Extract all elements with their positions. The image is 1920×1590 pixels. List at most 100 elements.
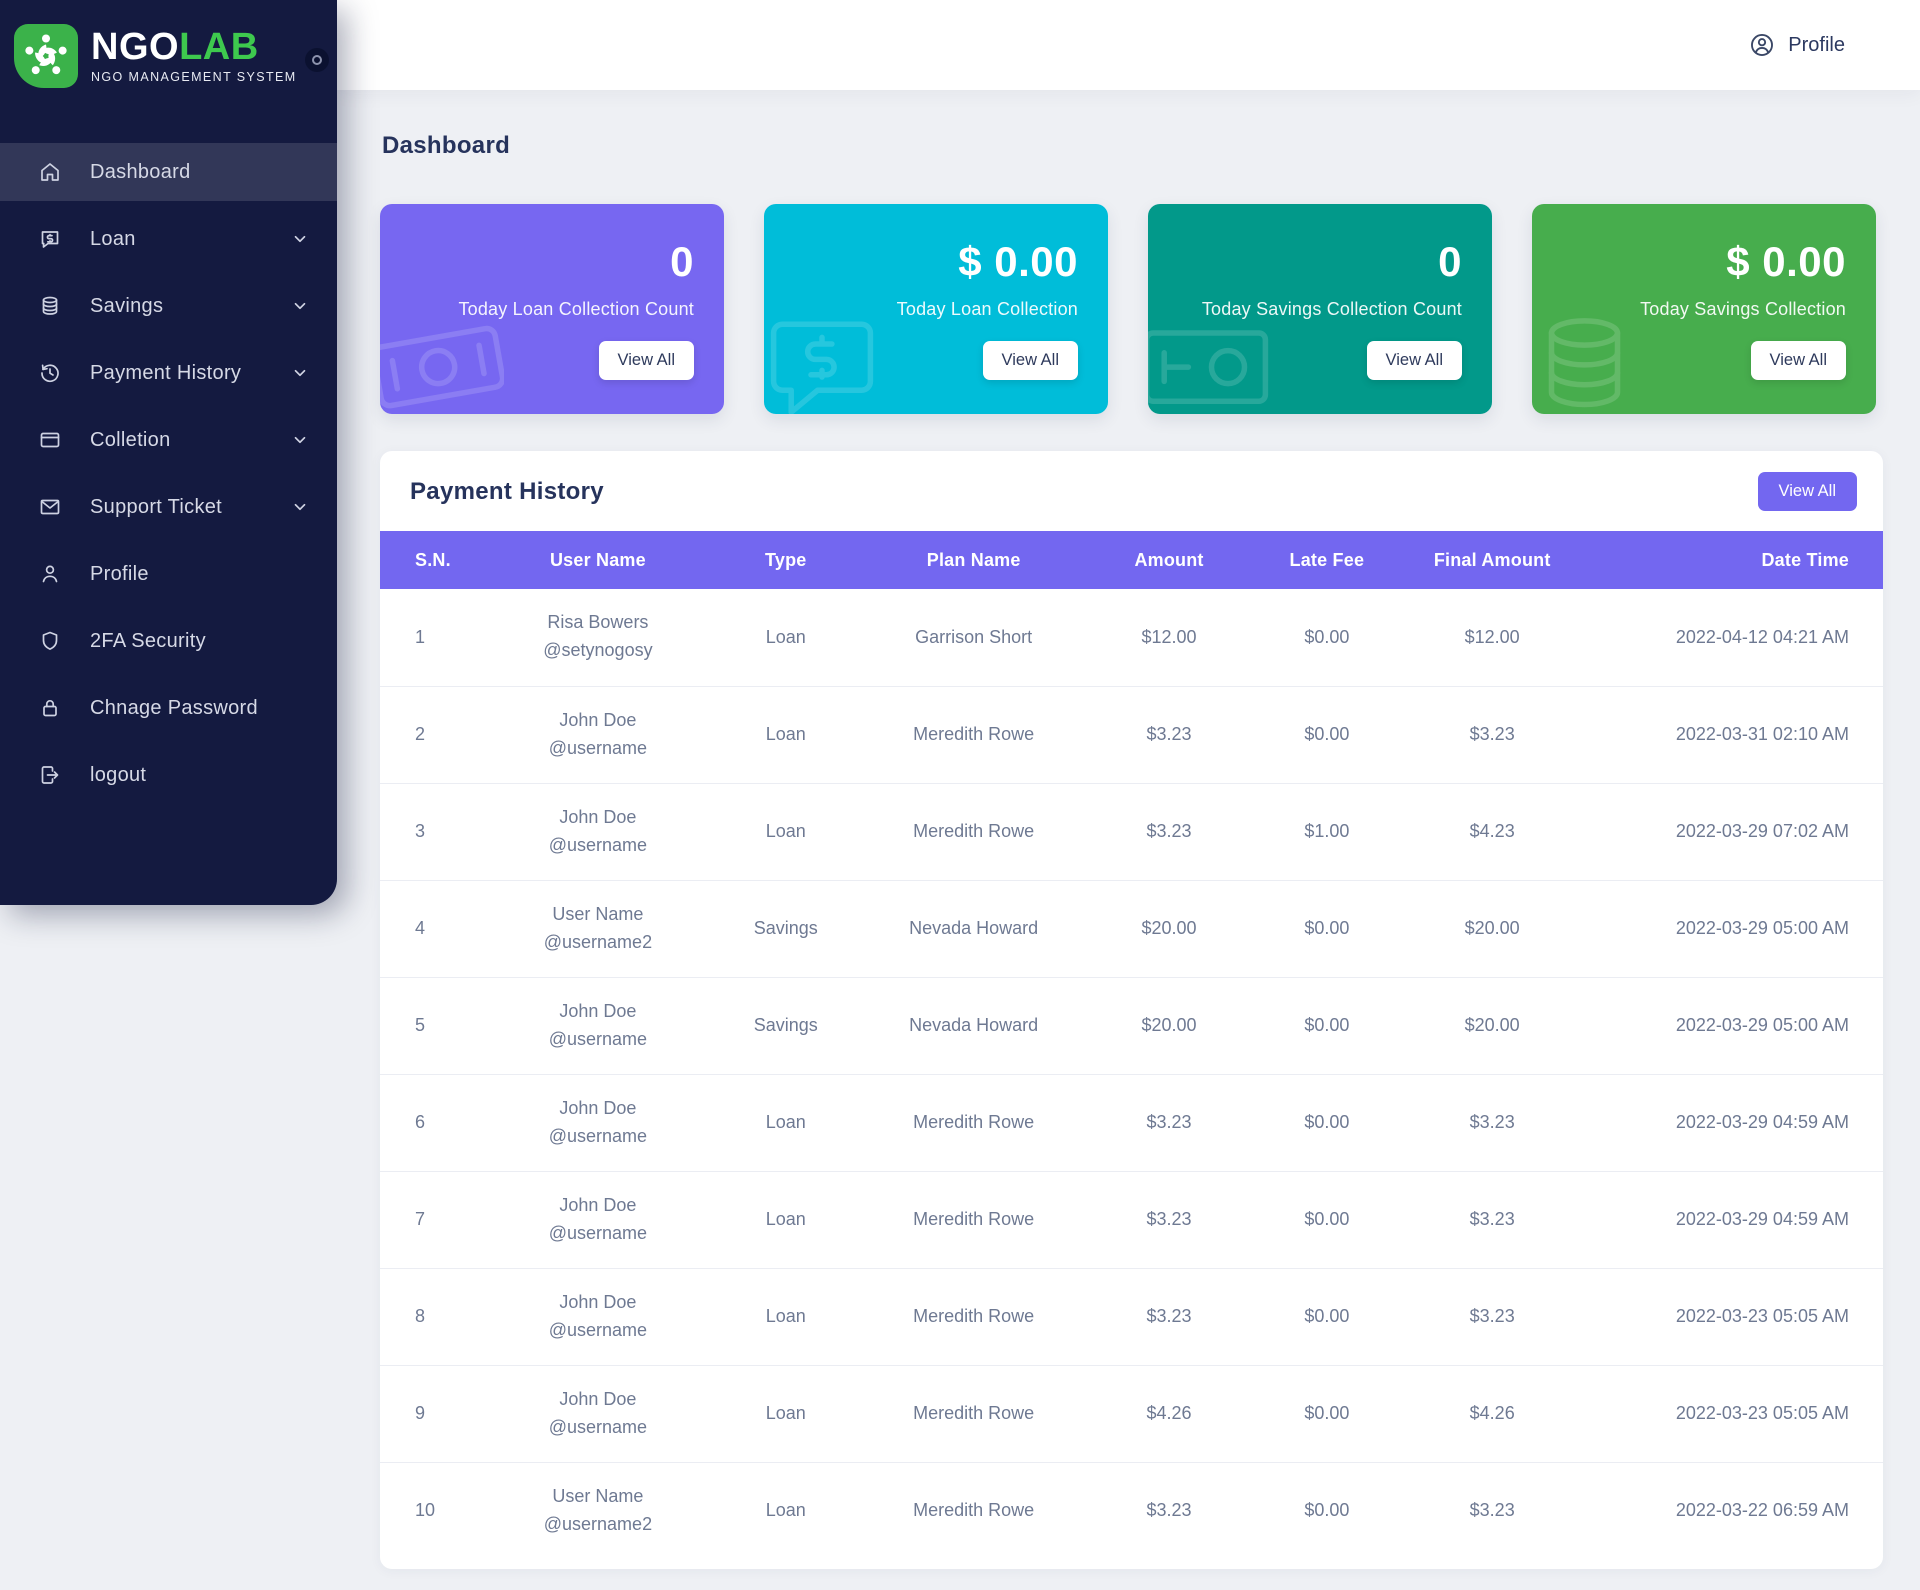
cell-plan-name: Meredith Rowe — [860, 1267, 1087, 1365]
column-header-type: Type — [710, 531, 861, 589]
cell-final-amount: $20.00 — [1402, 879, 1583, 977]
cell-plan-name: Meredith Rowe — [860, 685, 1087, 783]
payment-history-title: Payment History — [410, 477, 604, 505]
cell-sn: 3 — [380, 782, 486, 880]
stat-card-value: 0 — [670, 238, 694, 285]
sidebar-item-label: Savings — [90, 294, 164, 317]
sidebar-item-payment-history[interactable]: Payment History — [0, 344, 337, 402]
cell-date-time: 2022-03-29 04:59 AM — [1582, 1073, 1883, 1171]
stat-cards-row: 0 Today Loan Collection Count View All $… — [380, 204, 1883, 414]
stat-card-value: $ 0.00 — [1726, 238, 1846, 285]
stat-card-view-all-button[interactable]: View All — [1750, 341, 1846, 380]
cell-plan-name: Meredith Rowe — [860, 782, 1087, 880]
payment-history-panel: Payment History View All S.N. User Name Ty… — [380, 451, 1883, 1569]
cell-sn: 7 — [380, 1170, 486, 1268]
table-header-row: S.N. User Name Type Plan Name Amount Late Fee… — [380, 531, 1883, 589]
cell-plan-name: Meredith Rowe — [860, 1073, 1087, 1171]
loan-icon — [38, 227, 62, 251]
cell-type: Loan — [710, 685, 861, 783]
cell-sn: 10 — [380, 1461, 486, 1559]
cell-plan-name: Meredith Rowe — [860, 1170, 1087, 1268]
cell-final-amount: $3.23 — [1402, 1267, 1583, 1365]
cell-sn: 2 — [380, 685, 486, 783]
cell-type: Loan — [710, 782, 861, 880]
home-icon — [38, 160, 62, 184]
cell-final-amount: $3.23 — [1402, 1461, 1583, 1559]
sidebar-item-support-ticket[interactable]: Support Ticket — [0, 478, 337, 536]
brand-name: NGOLAB — [91, 26, 259, 68]
table-row: 7 John Doe @username Loan Meredith Rowe … — [380, 1170, 1883, 1268]
sidebar-item-colletion[interactable]: Colletion — [0, 411, 337, 469]
column-header-s-n: S.N. — [380, 531, 486, 589]
sidebar-item-2fa-security[interactable]: 2FA Security — [0, 612, 337, 670]
table-row: 5 John Doe @username Savings Nevada Howa… — [380, 976, 1883, 1074]
shield-icon — [38, 629, 62, 653]
sidebar-item-logout[interactable]: logout — [0, 746, 337, 804]
sidebar-item-chnage-password[interactable]: Chnage Password — [0, 679, 337, 737]
cell-type: Loan — [710, 1364, 861, 1462]
cell-sn: 8 — [380, 1267, 486, 1365]
cell-sn: 6 — [380, 1073, 486, 1171]
sidebar-item-loan[interactable]: Loan — [0, 210, 337, 268]
toggle-dot-icon — [312, 55, 322, 65]
cell-final-amount: $12.00 — [1464, 626, 1520, 647]
sidebar-toggle-button[interactable] — [305, 48, 329, 72]
cell-user-name: Risa Bowers @setynogosy — [543, 612, 653, 661]
cell-late-fee: $0.00 — [1251, 1461, 1402, 1559]
chevron-down-icon — [291, 364, 309, 382]
sidebar-item-label: Chnage Password — [90, 696, 258, 719]
column-header-amount: Amount — [1086, 531, 1252, 589]
cell-amount: $3.23 — [1086, 685, 1252, 783]
cell-date-time: 2022-03-29 05:00 AM — [1582, 879, 1883, 977]
cell-amount: $3.23 — [1086, 1461, 1252, 1559]
topbar-profile[interactable]: Profile — [1748, 31, 1845, 59]
cell-user-name: User Name @username2 — [485, 1461, 711, 1559]
chevron-down-icon — [291, 431, 309, 449]
sidebar-menu: Dashboard Loan Savings Payment History C… — [0, 143, 337, 804]
table-row: 10 User Name @username2 Loan Meredith Ro… — [380, 1461, 1883, 1559]
payment-history-icon — [38, 361, 62, 385]
cell-late-fee: $1.00 — [1251, 782, 1402, 880]
table-row: 3 John Doe @username Loan Meredith Rowe … — [380, 782, 1883, 880]
stat-card-value: 0 — [1438, 238, 1462, 285]
cell-late-fee: $0.00 — [1251, 685, 1402, 783]
sidebar-item-label: Dashboard — [90, 160, 191, 183]
sidebar-item-label: Payment History — [90, 361, 242, 384]
cell-sn: 1 — [415, 626, 426, 647]
sidebar-item-label: Loan — [90, 227, 136, 250]
sidebar-item-dashboard[interactable]: Dashboard — [0, 143, 337, 201]
cell-amount: $20.00 — [1086, 976, 1252, 1074]
stat-card-view-all-button[interactable]: View All — [598, 341, 694, 380]
table-row: 2 John Doe @username Loan Meredith Rowe … — [380, 685, 1883, 783]
brand-text: NGOLAB NGO MANAGEMENT SYSTEM — [91, 28, 297, 84]
cell-plan-name: Garrison Short — [915, 626, 1033, 647]
cell-date-time: 2022-03-29 07:02 AM — [1582, 782, 1883, 880]
sidebar-item-label: Profile — [90, 562, 149, 585]
main-content: Dashboard 0 Today Loan Collection Count … — [337, 132, 1920, 1569]
person-circle-icon — [1748, 31, 1776, 59]
cell-user-name: John Doe @username — [485, 1170, 711, 1268]
stat-card-view-all-button[interactable]: View All — [1366, 341, 1462, 380]
cell-user-name: John Doe @username — [485, 685, 711, 783]
cell-type: Loan — [710, 1267, 861, 1365]
sidebar-item-profile[interactable]: Profile — [0, 545, 337, 603]
stat-card-today-savings-collection: $ 0.00 Today Savings Collection View All — [1532, 204, 1876, 414]
stat-card-today-savings-collection-count: 0 Today Savings Collection Count View Al… — [1148, 204, 1492, 414]
cell-late-fee: $0.00 — [1251, 976, 1402, 1074]
cell-type: Loan — [765, 626, 806, 647]
cell-late-fee: $0.00 — [1251, 1170, 1402, 1268]
cell-final-amount: $3.23 — [1402, 685, 1583, 783]
savings-icon — [38, 294, 62, 318]
cell-late-fee: $0.00 — [1251, 879, 1402, 977]
cell-date-time: 2022-03-29 05:00 AM — [1582, 976, 1883, 1074]
stat-card-label: Today Loan Collection Count — [458, 299, 694, 320]
stat-card-view-all-button[interactable]: View All — [982, 341, 1078, 380]
payment-history-view-all-button[interactable]: View All — [1757, 472, 1857, 511]
column-header-date-time: Date Time — [1582, 531, 1883, 589]
cell-amount: $3.23 — [1086, 782, 1252, 880]
cell-sn: 4 — [380, 879, 486, 977]
sidebar-item-savings[interactable]: Savings — [0, 277, 337, 335]
sidebar-item-label: Colletion — [90, 428, 171, 451]
cell-sn: 9 — [380, 1364, 486, 1462]
cell-final-amount: $20.00 — [1402, 976, 1583, 1074]
